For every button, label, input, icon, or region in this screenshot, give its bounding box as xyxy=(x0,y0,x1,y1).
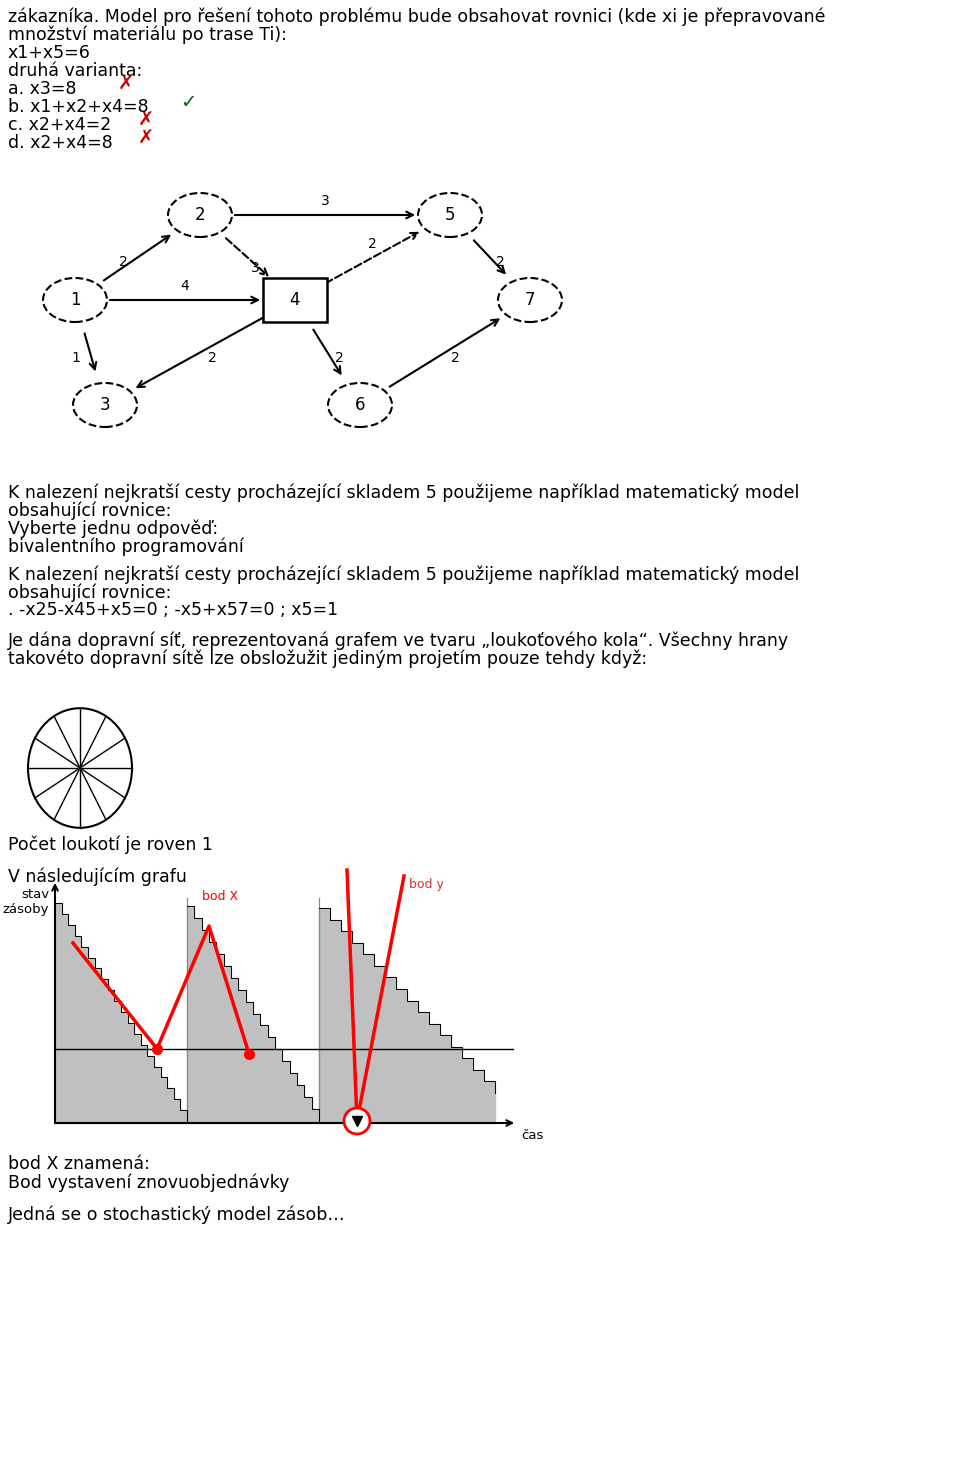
Text: bod X znamená:: bod X znamená: xyxy=(8,1155,150,1173)
Text: stav
zásoby: stav zásoby xyxy=(3,888,49,916)
Text: 1: 1 xyxy=(72,351,81,364)
Text: 2: 2 xyxy=(195,206,205,225)
Ellipse shape xyxy=(168,192,232,236)
Text: d. x2+x4=8: d. x2+x4=8 xyxy=(8,134,112,153)
Text: zákazníka. Model pro řešení tohoto problému bude obsahovat rovnici (kde xi je př: zákazníka. Model pro řešení tohoto probl… xyxy=(8,7,826,26)
Text: x1+x5=6: x1+x5=6 xyxy=(8,44,91,62)
Text: 2: 2 xyxy=(335,351,344,364)
Text: 3: 3 xyxy=(252,260,260,275)
Text: 3: 3 xyxy=(100,396,110,414)
Text: druhá varianta:: druhá varianta: xyxy=(8,62,142,79)
Text: V následujícím grafu: V následujícím grafu xyxy=(8,868,187,885)
Text: množství materiálu po trase Ti):: množství materiálu po trase Ti): xyxy=(8,26,287,44)
Text: ✗: ✗ xyxy=(118,75,134,94)
Text: obsahující rovnice:: obsahující rovnice: xyxy=(8,583,172,602)
Text: ✗: ✗ xyxy=(138,112,155,131)
Text: 5: 5 xyxy=(444,206,455,225)
Text: ✓: ✓ xyxy=(180,92,197,112)
Text: K nalezení nejkratší cesty procházející skladem 5 použijeme například matematick: K nalezení nejkratší cesty procházející … xyxy=(8,483,800,502)
Text: 6: 6 xyxy=(355,396,365,414)
Text: takovéto dopravní sítě lze obsložužit jediným projetím pouze tehdy když:: takovéto dopravní sítě lze obsložužit je… xyxy=(8,650,647,668)
Text: K nalezení nejkratší cesty procházející skladem 5 použijeme například matematick: K nalezení nejkratší cesty procházející … xyxy=(8,565,800,583)
Text: 2: 2 xyxy=(119,255,128,270)
Text: 1: 1 xyxy=(70,291,81,308)
Text: Jedná se o stochastický model zásob…: Jedná se o stochastický model zásob… xyxy=(8,1205,346,1223)
Text: 3: 3 xyxy=(321,194,329,208)
Text: a. x3=8: a. x3=8 xyxy=(8,79,77,98)
Text: Je dána dopravní síť, reprezentovaná grafem ve tvaru „loukoťového kola“. Všechny: Je dána dopravní síť, reprezentovaná gra… xyxy=(8,633,789,650)
Text: . -x25-x45+x5=0 ; -x5+x57=0 ; x5=1: . -x25-x45+x5=0 ; -x5+x57=0 ; x5=1 xyxy=(8,600,338,619)
Text: Vyberte jednu odpověď:: Vyberte jednu odpověď: xyxy=(8,520,218,537)
Ellipse shape xyxy=(28,708,132,828)
Text: 4: 4 xyxy=(180,279,189,294)
Ellipse shape xyxy=(498,277,562,321)
Text: 2: 2 xyxy=(368,236,377,251)
Text: Počet loukotí je roven 1: Počet loukotí je roven 1 xyxy=(8,835,213,853)
Text: ✗: ✗ xyxy=(138,129,155,148)
Text: 7: 7 xyxy=(525,291,536,308)
Text: čas: čas xyxy=(521,1129,543,1142)
Circle shape xyxy=(344,1108,370,1133)
Text: 4: 4 xyxy=(290,291,300,308)
Ellipse shape xyxy=(73,383,137,427)
Polygon shape xyxy=(319,909,495,1123)
Text: 2: 2 xyxy=(450,351,460,364)
Text: Bod vystavení znovuobjednávky: Bod vystavení znovuobjednávky xyxy=(8,1173,289,1192)
Text: b. x1+x2+x4=8: b. x1+x2+x4=8 xyxy=(8,98,149,116)
Text: bod y: bod y xyxy=(409,878,444,891)
Bar xyxy=(263,277,327,321)
Text: 2: 2 xyxy=(207,351,216,364)
Text: obsahující rovnice:: obsahující rovnice: xyxy=(8,501,172,520)
Text: bod X: bod X xyxy=(202,890,238,903)
Text: 2: 2 xyxy=(495,255,504,270)
Text: bivalentního programování: bivalentního programování xyxy=(8,537,244,555)
Polygon shape xyxy=(55,903,187,1123)
Polygon shape xyxy=(187,906,319,1123)
Ellipse shape xyxy=(328,383,392,427)
Ellipse shape xyxy=(418,192,482,236)
Text: c. x2+x4=2: c. x2+x4=2 xyxy=(8,116,111,134)
Ellipse shape xyxy=(43,277,107,321)
